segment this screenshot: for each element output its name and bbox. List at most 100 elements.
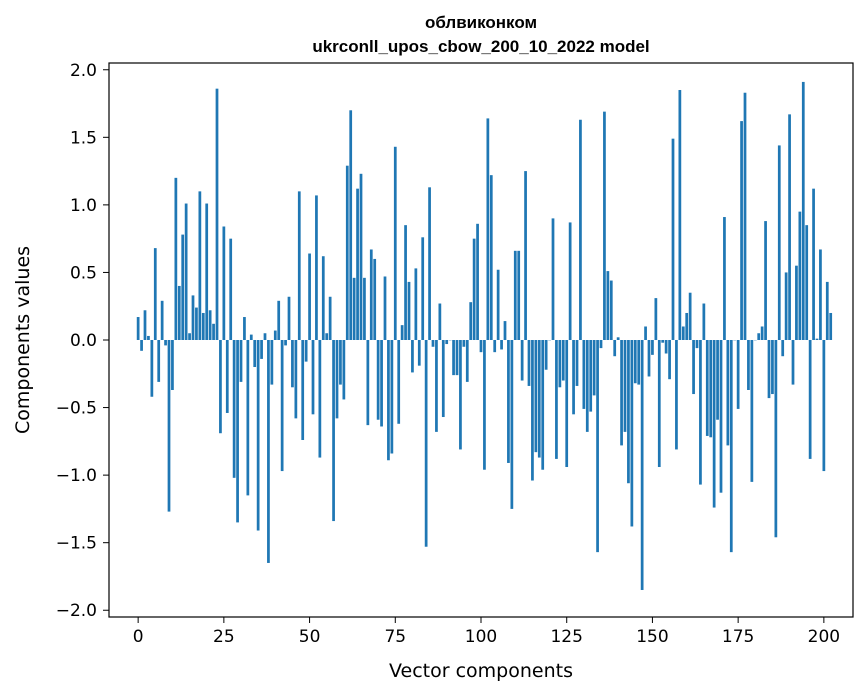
bar	[729, 340, 733, 553]
bar	[472, 238, 476, 340]
bar	[513, 250, 517, 340]
bar	[342, 340, 346, 400]
bar	[294, 340, 298, 419]
bar	[589, 340, 593, 412]
bar	[750, 340, 754, 482]
bar	[829, 312, 833, 340]
bar	[356, 188, 359, 340]
bar	[760, 326, 764, 340]
bar	[171, 340, 174, 390]
bar	[565, 340, 569, 468]
bar	[411, 340, 414, 373]
bar	[397, 340, 401, 424]
bar	[249, 334, 253, 340]
x-tick-label: 50	[299, 627, 321, 647]
bar	[253, 340, 257, 368]
bar	[671, 138, 675, 340]
bar	[318, 340, 322, 458]
bar	[164, 340, 167, 346]
chart-title: облвиконком	[425, 13, 537, 32]
bar	[819, 249, 822, 340]
bar	[709, 340, 713, 438]
bar	[757, 333, 761, 340]
bar	[469, 302, 473, 340]
bar	[136, 317, 140, 340]
bar	[198, 191, 202, 340]
bar	[222, 226, 226, 340]
bar	[352, 277, 356, 340]
bar	[404, 225, 407, 340]
bar	[507, 340, 510, 463]
bar	[616, 337, 620, 340]
bar	[630, 340, 634, 527]
bar	[812, 188, 815, 340]
bar	[160, 300, 164, 340]
bar	[524, 171, 527, 340]
bar	[771, 340, 774, 395]
bar	[675, 340, 678, 450]
bar	[284, 340, 287, 346]
bar	[325, 333, 329, 340]
bar	[308, 253, 311, 340]
bar	[479, 340, 483, 353]
bar	[561, 340, 565, 381]
bar	[692, 340, 695, 395]
bar	[712, 340, 716, 508]
bar	[359, 173, 363, 340]
bar	[225, 340, 229, 413]
bar	[798, 211, 802, 340]
bar	[417, 340, 421, 366]
bar	[747, 340, 750, 390]
bar	[380, 340, 383, 427]
bar	[822, 340, 826, 472]
bar	[620, 340, 623, 446]
bar	[229, 238, 233, 340]
bar	[455, 340, 459, 376]
bar	[400, 325, 404, 340]
bar	[572, 340, 575, 415]
bar	[825, 281, 829, 340]
bar	[788, 114, 791, 340]
bar	[311, 340, 315, 415]
bar	[544, 340, 548, 370]
bar	[551, 218, 555, 340]
bar	[376, 340, 380, 420]
y-tick-label: 2.0	[70, 61, 97, 81]
bar	[435, 340, 438, 432]
bar	[366, 340, 370, 426]
bar	[489, 175, 493, 340]
bar	[801, 81, 805, 341]
bar	[777, 145, 781, 340]
bar	[414, 268, 418, 340]
bar	[699, 340, 702, 485]
bar	[332, 340, 335, 522]
bar	[579, 119, 582, 340]
bar	[596, 340, 599, 553]
bar	[603, 111, 606, 340]
bar	[705, 340, 709, 436]
bar	[387, 340, 390, 461]
bar	[815, 338, 819, 340]
bar	[726, 340, 730, 446]
bar	[654, 298, 658, 340]
bar	[424, 340, 428, 547]
bar	[383, 276, 387, 340]
bar	[606, 271, 610, 340]
x-tick-label: 125	[550, 627, 582, 647]
bar	[651, 340, 654, 355]
bar	[668, 340, 671, 380]
bar	[208, 310, 212, 340]
bar	[627, 340, 630, 484]
bar	[150, 340, 154, 397]
bar	[678, 90, 682, 341]
bar	[623, 340, 627, 432]
bar	[795, 265, 798, 340]
bar	[716, 340, 719, 420]
bar	[260, 340, 263, 359]
bar	[575, 340, 579, 386]
x-tick-label: 0	[133, 627, 144, 647]
x-tick-label: 150	[636, 627, 668, 647]
x-tick-label: 200	[808, 627, 840, 647]
bar	[808, 340, 812, 459]
